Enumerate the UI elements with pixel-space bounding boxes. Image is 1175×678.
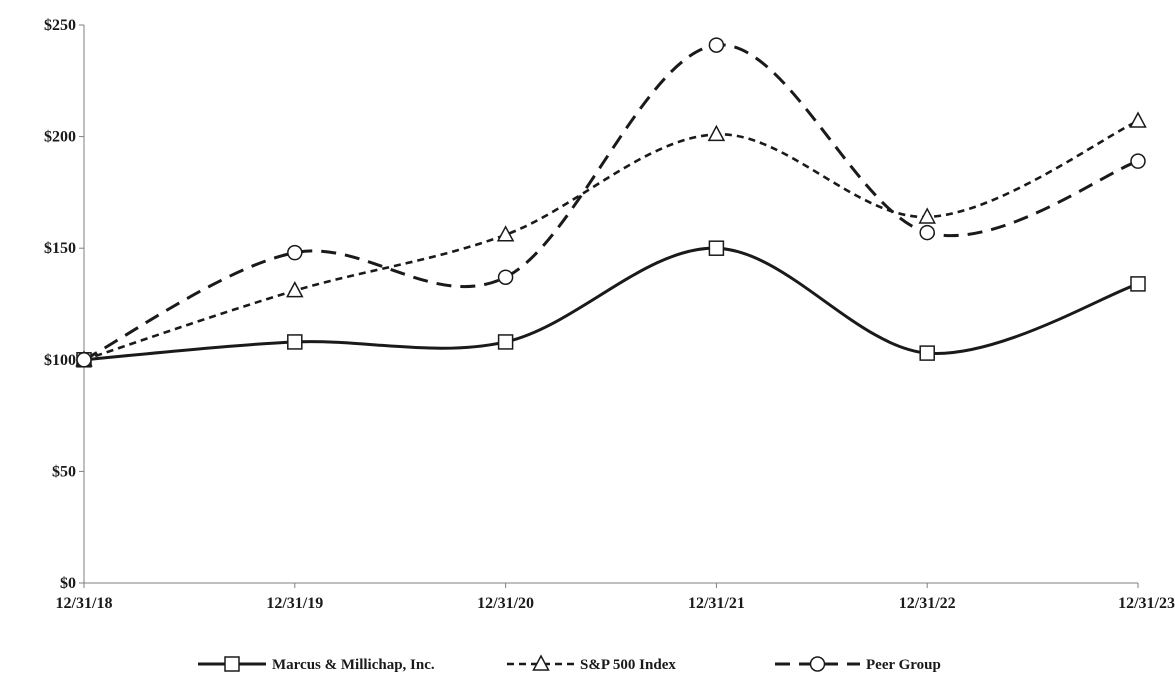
- legend-marker-peer-group: [809, 656, 826, 672]
- legend-label-peer-group: Peer Group: [866, 657, 941, 673]
- data-point-peer-group: [1130, 153, 1146, 169]
- data-point-sp500: [286, 281, 304, 298]
- legend-marker-marcus-millichap: [224, 656, 240, 672]
- x-tick-label: 12/31/19: [266, 595, 323, 612]
- x-tick-label: 12/31/18: [56, 595, 113, 612]
- data-point-sp500: [496, 225, 515, 242]
- y-tick-label: $0: [60, 575, 76, 592]
- data-point-marcus-millichap: [1130, 276, 1146, 292]
- y-tick-label: $100: [44, 352, 76, 369]
- x-tick-label: 12/31/21: [688, 595, 745, 612]
- data-point-peer-group: [919, 224, 935, 241]
- series-group: [83, 43, 1139, 362]
- x-tick-label: 12/31/23: [1118, 595, 1175, 612]
- legend: Marcus & Millichap, Inc. S&P 500 Index Pee…: [198, 654, 941, 673]
- data-point-marcus-millichap: [919, 345, 935, 361]
- x-tick-label: 12/31/20: [477, 595, 534, 612]
- axes: $0 $50 $100 $150 $200 $250 12/31/18 12/31/19 12/…: [44, 17, 1175, 612]
- y-tick-label: $50: [52, 463, 76, 480]
- y-tick-label: $250: [44, 17, 76, 34]
- y-tick-label: $200: [44, 129, 76, 146]
- legend-label-marcus-millichap: Marcus & Millichap, Inc.: [272, 657, 435, 673]
- data-point-peer-group: [497, 269, 514, 285]
- x-tick-label: 12/31/22: [899, 595, 956, 612]
- data-point-peer-group: [287, 244, 303, 261]
- legend-label-sp500: S&P 500 Index: [580, 657, 676, 673]
- series-line-sp500: [83, 119, 1139, 362]
- data-point-sp500: [918, 207, 936, 224]
- data-point-marcus-millichap: [287, 334, 303, 350]
- markers-group: [75, 37, 1147, 368]
- data-point-marcus-millichap: [497, 334, 514, 350]
- series-line-peer-group: [83, 43, 1139, 362]
- data-point-marcus-millichap: [708, 240, 725, 256]
- data-point-peer-group: [76, 352, 92, 368]
- data-point-peer-group: [708, 37, 725, 53]
- data-point-sp500: [1129, 111, 1147, 128]
- y-tick-label: $150: [44, 240, 76, 257]
- legend-marker-sp500: [532, 654, 550, 671]
- series-line-marcus-millichap: [83, 246, 1139, 362]
- data-point-sp500: [707, 124, 726, 142]
